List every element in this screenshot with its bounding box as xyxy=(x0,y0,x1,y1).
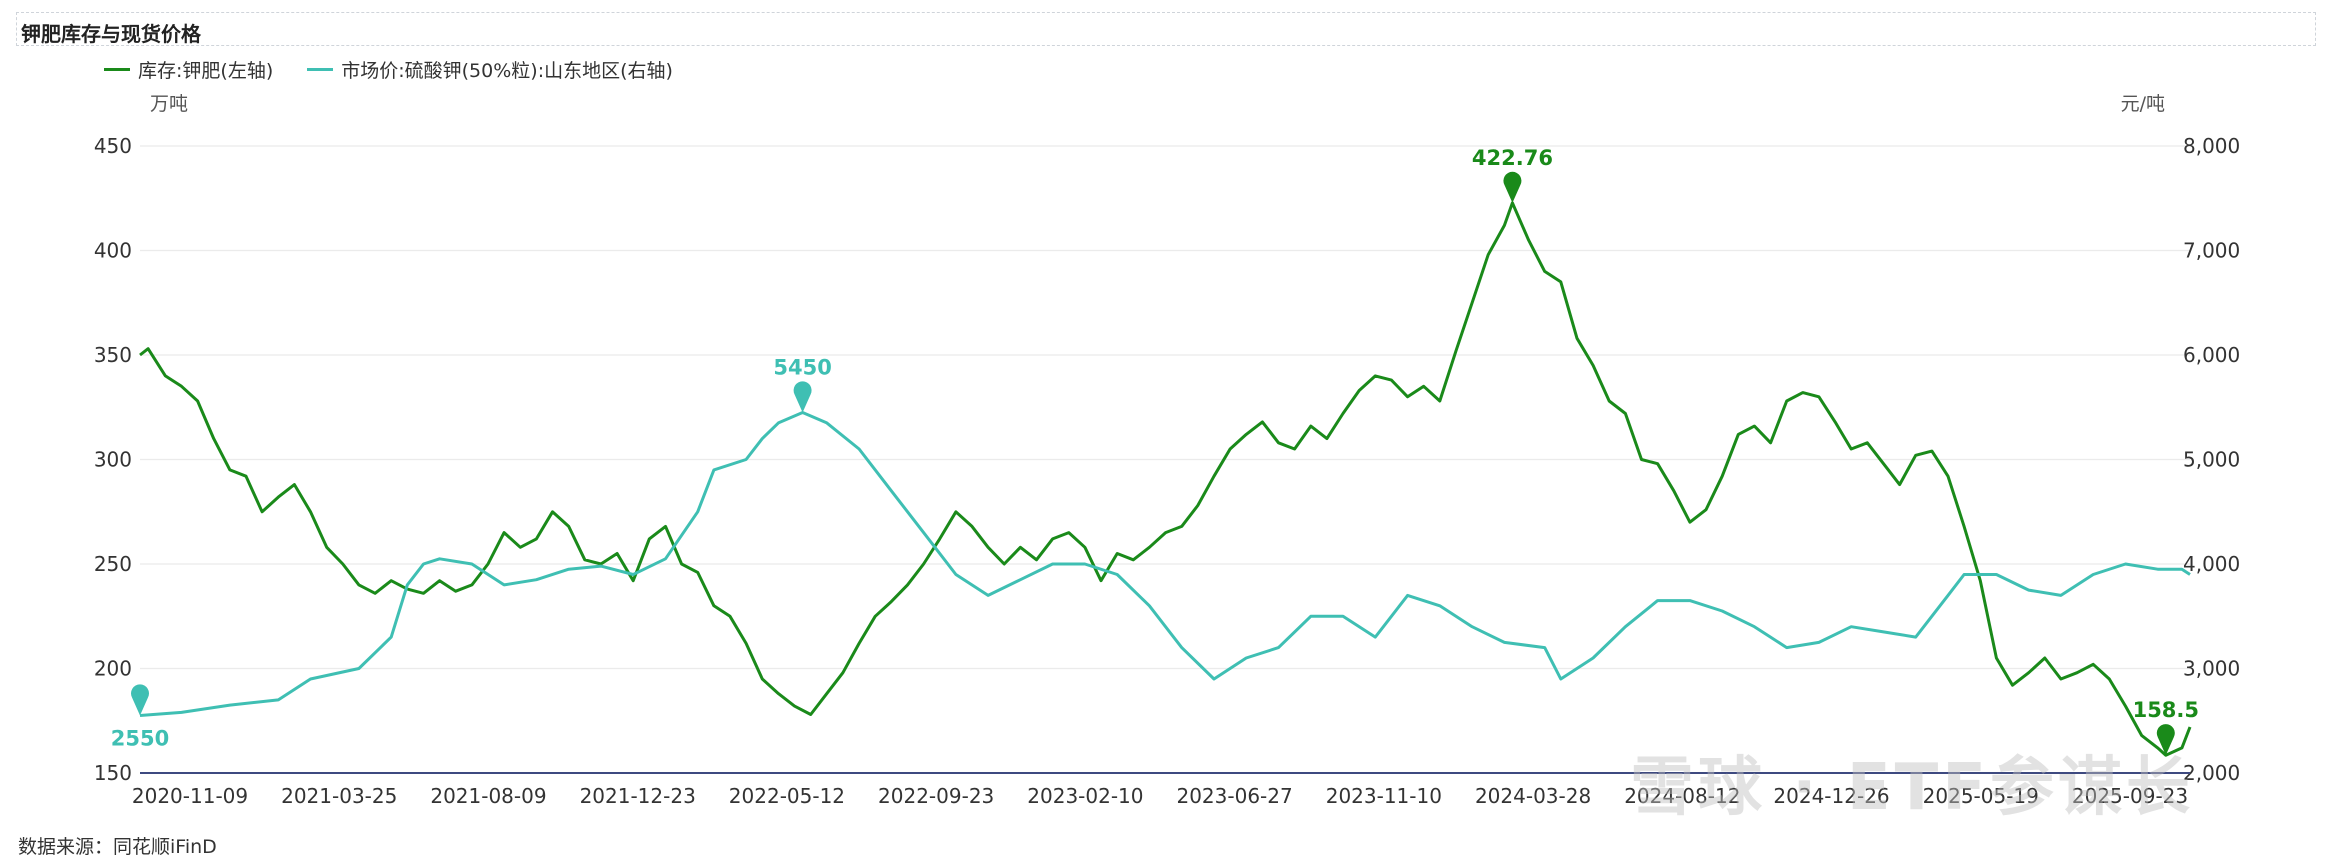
right-tick-label: 8,000 xyxy=(2183,134,2240,158)
x-tick-label: 2023-02-10 xyxy=(1027,784,1143,808)
right-tick-label: 6,000 xyxy=(2183,343,2240,367)
x-tick-label: 2021-08-09 xyxy=(430,784,546,808)
annotation-pin xyxy=(2156,724,2175,756)
x-tick-label: 2024-12-26 xyxy=(1773,784,1889,808)
right-tick-label: 5,000 xyxy=(2183,448,2240,472)
annotation-label: 422.76 xyxy=(1472,146,1553,170)
x-tick-label: 2022-05-12 xyxy=(729,784,845,808)
x-tick-label: 2022-09-23 xyxy=(878,784,994,808)
legend-swatch-inventory xyxy=(104,68,130,71)
left-tick-label: 300 xyxy=(94,448,132,472)
right-tick-label: 7,000 xyxy=(2183,239,2240,263)
annotation-label: 2550 xyxy=(111,727,169,751)
annotation-label: 5450 xyxy=(773,355,831,379)
annotation-marker: 2550 xyxy=(111,684,169,751)
annotation-pin xyxy=(793,381,812,413)
right-tick-label: 2,000 xyxy=(2183,761,2240,785)
legend-label-inventory: 库存:钾肥(左轴) xyxy=(138,60,274,82)
x-tick-label: 2020-11-09 xyxy=(132,784,248,808)
legend-item-price[interactable]: 市场价:硫酸钾(50%粒):山东地区(右轴) xyxy=(307,56,673,83)
x-tick-label: 2023-11-10 xyxy=(1326,784,1442,808)
left-tick-label: 450 xyxy=(94,134,132,158)
left-tick-label: 200 xyxy=(94,657,132,681)
right-tick-label: 4,000 xyxy=(2183,552,2240,576)
annotation-marker: 158.5 xyxy=(2133,698,2199,756)
watermark: 雪球 · ETF参谋长 xyxy=(1630,751,2194,825)
annotation-pin xyxy=(131,684,149,716)
right-axis-unit: 元/吨 xyxy=(2121,93,2165,115)
left-tick-label: 350 xyxy=(94,343,132,367)
chart-plot: 万吨 元/吨 150 200 250 300 350 400 450 2,000 3,000 4,… xyxy=(94,93,2240,808)
legend-swatch-price xyxy=(307,68,334,71)
annotation-marker: 5450 xyxy=(773,355,832,413)
left-tick-label: 250 xyxy=(94,552,132,576)
left-axis-unit: 万吨 xyxy=(150,93,188,115)
legend-label-price: 市场价:硫酸钾(50%粒):山东地区(右轴) xyxy=(341,60,673,82)
chart-legend: 库存:钾肥(左轴) 市场价:硫酸钾(50%粒):山东地区(右轴) xyxy=(104,56,673,83)
series-line-price[interactable] xyxy=(139,411,2191,717)
x-tick-label: 2024-03-28 xyxy=(1475,784,1591,808)
left-tick-label: 150 xyxy=(94,761,132,785)
chart-title-bar: 钾肥库存与现货价格 xyxy=(16,12,2316,46)
legend-item-inventory[interactable]: 库存:钾肥(左轴) xyxy=(104,56,273,83)
annotation-label: 158.5 xyxy=(2133,698,2199,722)
x-tick-label: 2025-05-19 xyxy=(1923,784,2039,808)
x-tick-label: 2025-09-23 xyxy=(2072,784,2188,808)
annotation-marker: 422.76 xyxy=(1472,146,1553,203)
data-source: 数据来源：同花顺iFinD xyxy=(18,836,217,858)
x-tick-label: 2024-08-12 xyxy=(1624,784,1740,808)
chart-title: 钾肥库存与现货价格 xyxy=(21,22,201,46)
x-tick-label: 2021-03-25 xyxy=(281,784,397,808)
left-tick-label: 400 xyxy=(94,239,132,263)
x-tick-label: 2023-06-27 xyxy=(1176,784,1292,808)
x-tick-label: 2021-12-23 xyxy=(580,784,696,808)
annotation-pin xyxy=(1503,171,1522,203)
right-tick-label: 3,000 xyxy=(2183,657,2240,681)
series-line-inventory[interactable] xyxy=(139,201,2192,757)
